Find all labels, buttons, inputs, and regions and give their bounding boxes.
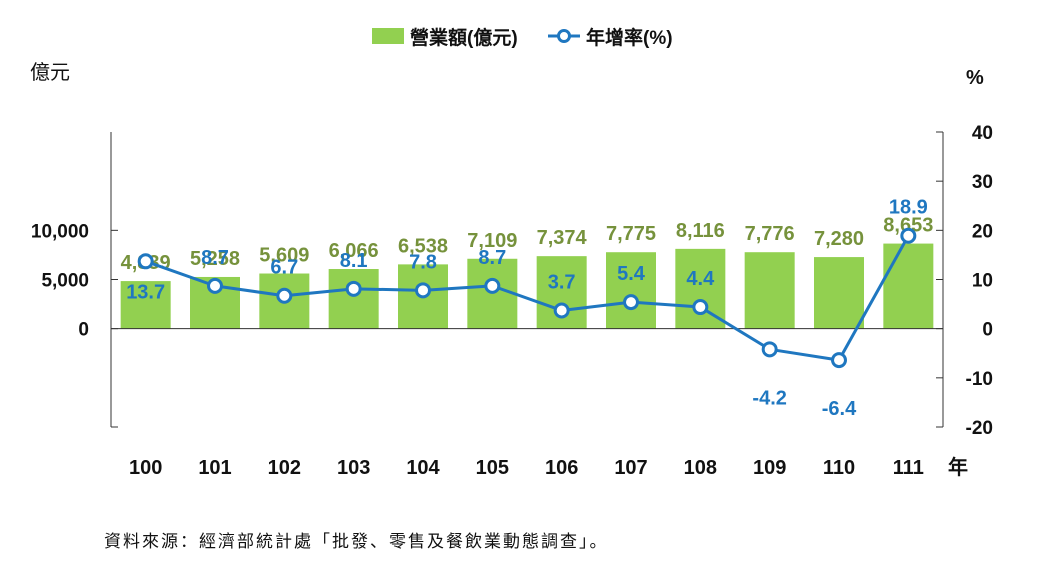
bar-value-label-109: 7,776 <box>745 223 795 245</box>
growth-point-104 <box>415 282 431 299</box>
left-tick-label: 5,000 <box>41 271 89 292</box>
growth-point-100 <box>137 253 154 270</box>
growth-value-label-106: 3.7 <box>548 271 576 293</box>
growth-value-label-108: 4.4 <box>686 268 715 290</box>
y-left-axis-title: 億元 <box>30 61 70 84</box>
growth-line <box>145 235 910 362</box>
bar-value-label-106: 7,374 <box>537 227 588 249</box>
growth-point-102 <box>276 287 293 304</box>
bar-value-label-111: 8,653 <box>883 215 933 237</box>
bar-107 <box>606 252 656 329</box>
bar-109 <box>744 252 795 329</box>
bar-103 <box>328 269 379 329</box>
x-tick-label-104: 104 <box>406 457 440 479</box>
bar-value-label-101: 5,258 <box>190 248 240 270</box>
bar-value-label-104: 6,538 <box>398 235 448 257</box>
growth-value-label-107: 5.4 <box>617 263 646 285</box>
bar-value-label-102: 5,609 <box>259 245 309 267</box>
bar-value-label-108: 8,116 <box>676 220 725 242</box>
growth-point-108 <box>692 299 709 316</box>
growth-point-106 <box>553 302 570 319</box>
x-tick-label-106: 106 <box>545 457 578 479</box>
right-tick-label: -20 <box>966 418 993 439</box>
bar-100 <box>120 281 171 329</box>
growth-point-109 <box>761 341 778 358</box>
right-tick-label: 20 <box>972 221 993 242</box>
right-tick-label: 10 <box>972 271 993 292</box>
source-note: 資料來源：經濟部統計處「批發、零售及餐飲業動態調查」。 <box>104 532 609 552</box>
growth-point-105 <box>484 277 501 294</box>
legend-bar-label: 營業額(億元) <box>410 26 518 49</box>
x-tick-label-102: 102 <box>268 457 301 479</box>
bar-value-label-110: 7,280 <box>814 228 864 250</box>
growth-value-label-111: 18.9 <box>889 197 928 219</box>
left-tick-label: 0 <box>78 320 89 341</box>
right-tick-label: 0 <box>982 320 993 341</box>
right-tick-label: -10 <box>966 369 993 390</box>
legend-line-marker <box>557 29 571 43</box>
bar-111 <box>883 243 934 329</box>
growth-value-label-103: 8.1 <box>340 250 368 272</box>
legend-bar-swatch <box>372 28 404 44</box>
growth-value-label-110: -6.4 <box>822 398 857 420</box>
left-tick-label: 10,000 <box>31 221 89 242</box>
growth-value-label-104: 7.8 <box>409 251 437 273</box>
growth-point-111 <box>900 227 917 244</box>
bar-value-label-105: 7,109 <box>467 230 517 252</box>
growth-value-label-101: 8.7 <box>201 247 229 269</box>
bar-108 <box>675 248 726 329</box>
x-tick-label-110: 110 <box>823 457 855 479</box>
x-tick-label-100: 100 <box>129 457 162 479</box>
bar-value-label-107: 7,775 <box>606 223 656 245</box>
x-tick-label-109: 109 <box>753 457 786 479</box>
chart: 0 5,000 10,000 -20 -10 0 10 20 30 40 億元 % 100 101 102 1… <box>30 26 993 479</box>
growth-point-110 <box>831 352 847 369</box>
x-tick-label-111: 111 <box>893 457 924 479</box>
growth-value-label-105: 8.7 <box>478 247 506 269</box>
legend-line-label: 年增率(%) <box>586 26 673 49</box>
growth-point-103 <box>345 280 362 297</box>
x-tick-label-105: 105 <box>476 457 509 479</box>
growth-point-101 <box>207 277 223 294</box>
growth-value-label-100: 13.7 <box>126 281 165 303</box>
growth-value-label-109: -4.2 <box>752 387 786 409</box>
x-tick-label-101: 101 <box>198 457 231 479</box>
x-tick-label-108: 108 <box>684 457 717 479</box>
right-tick-label: 30 <box>972 172 993 193</box>
bar-110 <box>814 257 864 329</box>
x-tick-label-107: 107 <box>614 457 647 479</box>
x-axis-unit: 年 <box>948 455 968 479</box>
growth-value-label-102: 6.7 <box>270 257 298 279</box>
y-right-axis-title: % <box>966 67 984 89</box>
bar-value-label-103: 6,066 <box>329 240 379 262</box>
growth-point-107 <box>623 294 639 311</box>
x-tick-label-103: 103 <box>337 457 370 479</box>
right-tick-label: 40 <box>972 123 993 144</box>
